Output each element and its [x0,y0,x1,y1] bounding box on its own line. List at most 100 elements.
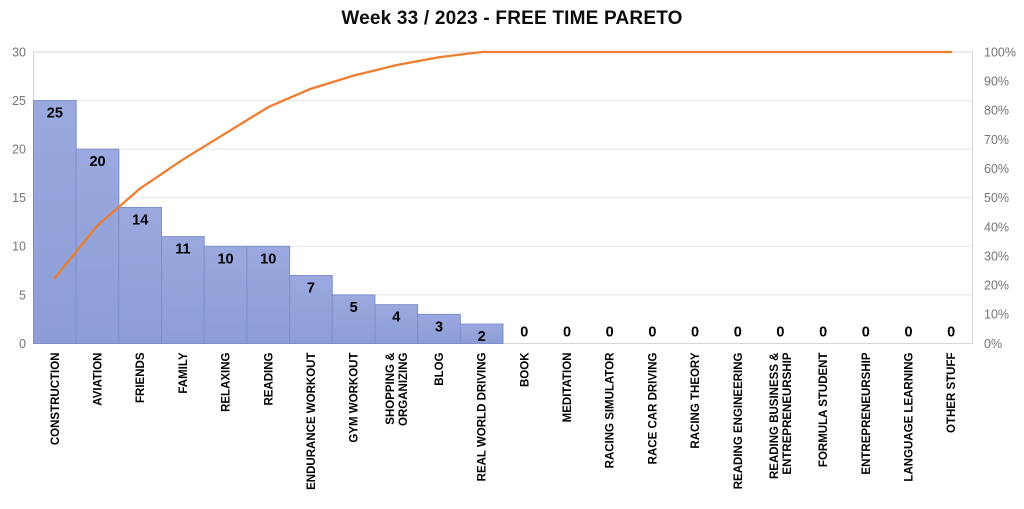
category-label: BLOG [434,352,446,385]
category-label-line: FRIENDS [135,352,147,403]
left-axis-tick-label: 25 [12,94,26,108]
pareto-bar [289,274,333,345]
category-label-line: READING BUSINESS & [769,353,781,480]
category-label-line: CONSTRUCTION [50,353,62,446]
category-label: MEDITATION [562,353,574,423]
bar-value-label: 0 [947,325,955,341]
category-label-line: RELAXING [221,352,233,411]
bar-value-label: 14 [132,213,148,229]
category-label-line: SHOPPING & [385,353,397,425]
category-label-line: MEDITATION [562,353,574,423]
right-axis-tick-label: 60% [984,162,1009,176]
category-label: FRIENDS [135,352,147,403]
category-label: CONSTRUCTION [50,353,62,446]
category-label: GYM WORKOUT [349,353,361,443]
right-axis-tick-label: 10% [984,308,1009,322]
bar-value-label: 0 [691,325,699,341]
category-label: RELAXING [221,352,233,411]
left-axis-tick-label: 10 [12,240,26,254]
bar-value-label: 7 [307,281,315,297]
category-label: AVIATION [93,353,105,406]
category-label: RACE CAR DRIVING [647,352,659,464]
category-label-line: LANGUAGE LEARNING [903,352,915,481]
bar-value-label: 0 [563,325,571,341]
pareto-bar [203,245,248,344]
category-label-line: AVIATION [93,353,105,406]
right-axis-tick-label: 100% [984,45,1016,59]
pareto-bar [459,323,504,345]
bar-value-label: 0 [648,325,656,341]
bar-value-label: 0 [819,325,827,341]
category-label-line: ORGANIZING [398,352,410,426]
left-axis-tick-label: 15 [12,191,26,205]
bar-value-label: 4 [392,310,400,326]
bar-value-label: 25 [47,106,63,122]
category-label: READING ENGINEERING [733,352,745,489]
left-axis-tick-label: 30 [12,45,26,59]
bar-value-label: 5 [350,300,358,316]
category-label: FAMILY [178,352,190,393]
right-axis-tick-label: 40% [984,220,1009,234]
category-label-line: RACING SIMULATOR [605,352,617,469]
bar-value-label: 0 [606,325,614,341]
right-axis-tick-label: 0% [984,337,1002,351]
category-label-line: ENDURANCE WORKOUT [306,353,318,490]
category-label: FORMULA STUDENT [818,353,830,468]
category-label: BOOK [519,352,531,387]
category-label-line: REAL WORLD DRIVING [477,352,489,481]
bar-value-label: 10 [260,251,276,267]
bar-value-label: 0 [862,325,870,341]
category-label-line: FORMULA STUDENT [818,353,830,468]
bar-value-label: 11 [175,242,190,258]
right-axis-tick-label: 30% [984,249,1009,263]
category-label: OTHER STUFF [946,353,958,434]
category-label: REAL WORLD DRIVING [477,352,489,481]
pareto-bar [417,313,461,345]
category-label-line: OTHER STUFF [946,353,958,434]
pareto-bar [33,100,77,345]
right-axis-tick-label: 90% [984,75,1009,89]
bar-value-label: 2 [478,329,486,345]
bar-value-label: 0 [904,325,912,341]
category-label-line: BOOK [519,352,531,387]
bar-value-label: 20 [89,154,105,170]
bar-value-label: 0 [520,325,528,341]
category-label-line: GYM WORKOUT [349,353,361,443]
category-label: ENTREPRENEURSHIP [861,352,873,474]
pareto-bar [161,236,205,344]
category-label: RACING SIMULATOR [605,352,617,469]
category-label-line: RACE CAR DRIVING [647,352,659,464]
category-label-line: RACING THEORY [690,352,702,448]
category-label: READING BUSINESS & ENTREPRENEURSHIP [769,352,794,479]
category-label-line: READING ENGINEERING [733,352,745,489]
category-label-line: ENTREPRENEURSHIP [782,352,794,474]
category-label: RACING THEORY [690,352,702,448]
bar-value-label: 3 [435,319,443,335]
pareto-bar [75,148,120,344]
category-label-line: FAMILY [178,352,190,393]
left-axis-tick-label: 20 [12,143,26,157]
cumulative-line [53,50,953,280]
category-label: LANGUAGE LEARNING [903,352,915,481]
category-label-line: BLOG [434,352,446,385]
right-axis-tick-label: 70% [984,133,1009,147]
right-axis-tick-label: 50% [984,191,1009,205]
category-label: ENDURANCE WORKOUT [306,353,318,490]
category-label: READING [263,352,275,405]
pareto-bar [246,245,291,344]
bar-value-label: 0 [734,325,742,341]
right-axis-tick-label: 20% [984,279,1009,293]
pareto-bar [331,294,376,344]
right-axis-tick-label: 80% [984,104,1009,118]
bar-value-label: 0 [776,325,784,341]
pareto-bar [374,304,419,344]
category-label-line: ENTREPRENEURSHIP [861,352,873,474]
category-label: SHOPPING & ORGANIZING [385,352,410,426]
chart-title: Week 33 / 2023 - FREE TIME PARETO [341,8,683,29]
left-axis-tick-label: 5 [19,288,26,302]
category-label-line: READING [263,352,275,405]
left-axis-tick-label: 0 [19,337,26,351]
bar-value-label: 10 [217,251,233,267]
